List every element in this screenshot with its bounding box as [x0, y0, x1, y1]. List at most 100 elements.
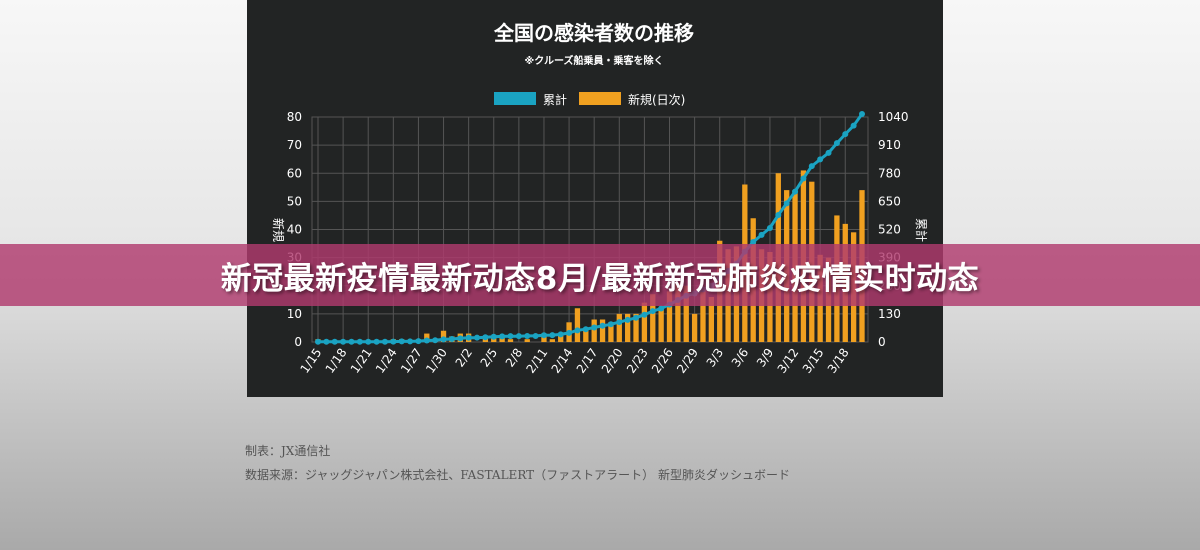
point-cumulative: [490, 333, 497, 340]
point-cumulative: [448, 335, 455, 342]
x-tick-label: 1/27: [398, 346, 425, 376]
x-tick-label: 2/5: [478, 346, 501, 370]
y-tick-label-right: 1040: [878, 110, 909, 124]
point-cumulative: [540, 332, 547, 339]
point-cumulative: [641, 311, 648, 318]
point-cumulative: [381, 338, 388, 345]
x-tick-label: 1/24: [373, 346, 400, 376]
credit-maker: 制表：JX通信社: [245, 444, 331, 458]
x-tick-label: 2/11: [523, 346, 550, 376]
bar-daily-new: [708, 297, 715, 342]
point-cumulative: [323, 338, 330, 345]
point-cumulative: [750, 239, 757, 246]
point-cumulative: [331, 338, 338, 345]
bar-daily-new: [440, 330, 447, 342]
point-cumulative: [549, 332, 556, 339]
x-tick-label: 1/15: [298, 346, 325, 376]
point-cumulative: [599, 322, 606, 329]
bar-daily-new: [658, 308, 664, 342]
x-tick-label: 3/6: [729, 346, 752, 370]
bar-daily-new: [700, 288, 706, 342]
bar-daily-new: [608, 322, 614, 342]
y-axis-label-left: 新規: [271, 218, 286, 242]
point-cumulative: [457, 335, 464, 342]
chart-title: 全国の感染者数の推移: [493, 21, 694, 45]
bar-daily-new: [666, 291, 673, 342]
point-cumulative: [474, 334, 481, 341]
x-tick-label: 3/15: [800, 346, 827, 376]
x-tick-label: 1/21: [348, 346, 375, 376]
x-tick-label: 3/18: [825, 346, 852, 376]
y-tick-label-right: 650: [878, 194, 901, 208]
legend-label-daily: 新規(日次): [628, 92, 685, 107]
point-cumulative: [398, 338, 405, 345]
point-cumulative: [591, 324, 598, 331]
credit-source: 数据来源：ジャッグジャパン株式会社、FASTALERT（ファストアラート） 新型…: [245, 468, 790, 482]
bar-daily-new: [574, 308, 581, 342]
x-tick-label: 2/20: [599, 346, 626, 376]
y-tick-label-right: 910: [878, 138, 901, 152]
point-cumulative: [532, 332, 539, 339]
point-cumulative: [833, 140, 840, 147]
chart-panel: 0102030405060708001302603905206507809101…: [247, 0, 943, 397]
point-cumulative: [582, 326, 589, 333]
point-cumulative: [365, 338, 372, 345]
point-cumulative: [825, 149, 832, 156]
x-tick-label: 2/23: [624, 346, 651, 376]
y-tick-label-right: 0: [878, 335, 886, 349]
point-cumulative: [808, 163, 815, 170]
x-tick-label: 1/30: [423, 346, 450, 376]
bar-daily-new: [524, 339, 530, 342]
point-cumulative: [842, 131, 849, 138]
bar-daily-new: [549, 339, 555, 342]
bar-daily-new: [650, 294, 656, 342]
bar-daily-new: [591, 319, 597, 342]
point-cumulative: [390, 338, 397, 345]
point-cumulative: [859, 110, 865, 117]
point-cumulative: [817, 156, 824, 163]
point-cumulative: [356, 338, 363, 345]
legend-label-cumulative: 累計: [543, 92, 567, 107]
y-tick-label-left: 70: [287, 138, 302, 152]
x-tick-label: 3/3: [704, 346, 727, 370]
point-cumulative: [440, 336, 447, 343]
point-cumulative: [658, 305, 665, 312]
point-cumulative: [465, 334, 472, 341]
point-cumulative: [407, 338, 414, 345]
point-cumulative: [792, 188, 799, 195]
point-cumulative: [649, 308, 656, 315]
point-cumulative: [783, 200, 790, 207]
bar-daily-new: [633, 313, 639, 342]
bar-daily-new: [683, 285, 689, 342]
y-tick-label-left: 10: [287, 307, 302, 321]
x-tick-label: 2/2: [453, 346, 476, 370]
point-cumulative: [850, 122, 857, 129]
point-cumulative: [633, 314, 640, 321]
point-cumulative: [624, 316, 631, 323]
x-tick-label: 2/8: [503, 346, 526, 370]
legend-swatch-daily: [579, 92, 621, 105]
y-tick-label-left: 50: [287, 194, 302, 208]
bar-daily-new: [691, 313, 698, 342]
x-tick-label: 2/17: [574, 346, 601, 376]
point-cumulative: [775, 212, 782, 219]
y-axis-label-right: 累計: [914, 218, 929, 242]
bar-daily-new: [675, 282, 681, 342]
headline-banner: 新冠最新疫情最新动态8月/最新新冠肺炎疫情实时动态: [0, 244, 1200, 306]
point-cumulative: [557, 331, 564, 338]
point-cumulative: [348, 338, 355, 345]
x-tick-label: 2/14: [549, 346, 576, 376]
bar-daily-new: [583, 327, 589, 342]
y-tick-label-right: 780: [878, 166, 901, 180]
y-tick-label-left: 40: [287, 223, 302, 237]
point-cumulative: [515, 333, 522, 340]
point-cumulative: [616, 319, 623, 326]
bar-daily-new: [599, 319, 606, 342]
y-tick-label-left: 0: [294, 335, 302, 349]
bar-daily-new: [616, 313, 622, 342]
point-cumulative: [607, 321, 614, 328]
y-tick-label-right: 520: [878, 223, 901, 237]
bar-daily-new: [558, 333, 564, 342]
legend-swatch-cumulative: [494, 92, 536, 105]
point-cumulative: [423, 337, 430, 344]
